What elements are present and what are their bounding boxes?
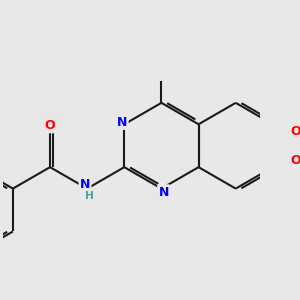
Text: N: N [80, 178, 90, 191]
Text: O: O [290, 154, 300, 167]
Text: O: O [44, 119, 55, 132]
Text: N: N [158, 185, 169, 199]
Text: N: N [117, 116, 127, 129]
Text: O: O [290, 124, 300, 138]
Text: H: H [85, 191, 94, 201]
